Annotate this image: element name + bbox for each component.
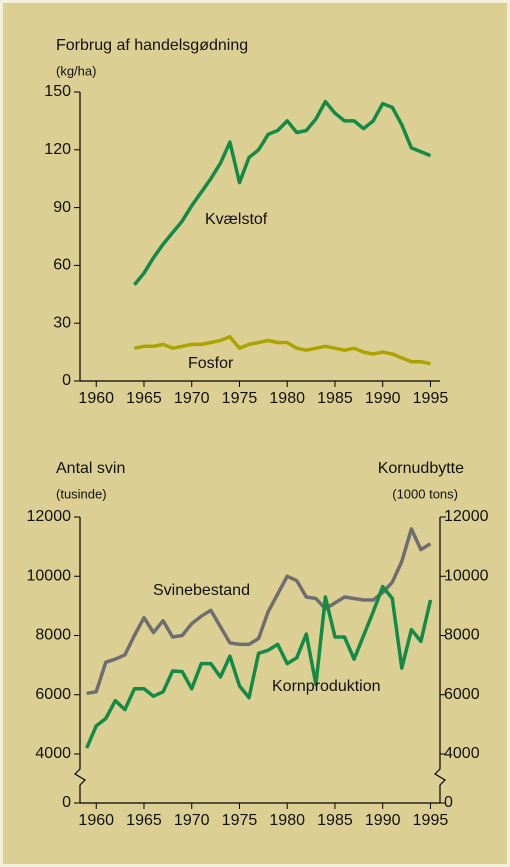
x-tick-label: 1975 (222, 812, 258, 829)
y-tick-label: 6000 (35, 686, 71, 703)
y2-tick-label: 10000 (444, 567, 489, 584)
series-line (134, 334, 431, 366)
x-tick-label: 1970 (174, 390, 210, 407)
x-tick-label: 1980 (269, 812, 305, 829)
x-tick-label: 1965 (126, 812, 162, 829)
chart-title: Forbrug af handelsgødning (56, 37, 248, 54)
x-tick-label: 1970 (174, 812, 210, 829)
x-tick-label: 1990 (365, 390, 401, 407)
x-tick-label: 1980 (269, 390, 305, 407)
x-tick-label: 1985 (317, 390, 353, 407)
series-label: Svinebestand (153, 582, 250, 599)
y-tick-label: 4000 (35, 745, 71, 762)
y2-tick-label: 8000 (444, 627, 480, 644)
y2-tick-label: 4000 (444, 745, 480, 762)
y-tick-label: 12000 (27, 508, 72, 525)
series-label: Kvælstof (205, 211, 268, 228)
y-axis-label: (kg/ha) (56, 63, 96, 78)
y-tick-label: 0 (62, 372, 71, 389)
y-tick-label: 30 (53, 314, 71, 331)
x-tick-label: 1960 (78, 390, 114, 407)
x-tick-label: 1990 (365, 812, 401, 829)
y-tick-label: 60 (53, 257, 71, 274)
x-tick-label: 1975 (222, 390, 258, 407)
series-label: Kornproduktion (272, 678, 381, 695)
x-tick-label: 1965 (126, 390, 162, 407)
series-line (133, 99, 432, 286)
series-label: Fosfor (188, 355, 234, 372)
y-tick-label: 8000 (35, 627, 71, 644)
series-line (85, 584, 433, 749)
y-tick-label: 90 (53, 199, 71, 216)
x-tick-label: 1995 (413, 390, 449, 407)
x-tick-label: 1995 (413, 812, 449, 829)
y2-tick-label: 0 (444, 794, 453, 811)
y2-tick-label: 6000 (444, 686, 480, 703)
x-tick-label: 1960 (78, 812, 114, 829)
y-axis-label: (tusinde) (56, 486, 107, 501)
y-tick-label: 0 (62, 794, 71, 811)
y-tick-label: 150 (44, 83, 71, 100)
x-tick-label: 1985 (317, 812, 353, 829)
y2-axis-title: Kornudbytte (378, 460, 464, 477)
chart-title: Antal svin (56, 460, 125, 477)
y2-axis-label: (1000 tons) (392, 486, 458, 501)
y-axis (74, 517, 86, 803)
panel (3, 3, 507, 864)
y-tick-label: 10000 (27, 567, 72, 584)
y2-axis (434, 517, 446, 803)
series-line (86, 527, 432, 696)
y2-tick-label: 12000 (444, 508, 489, 525)
y-tick-label: 120 (44, 141, 71, 158)
